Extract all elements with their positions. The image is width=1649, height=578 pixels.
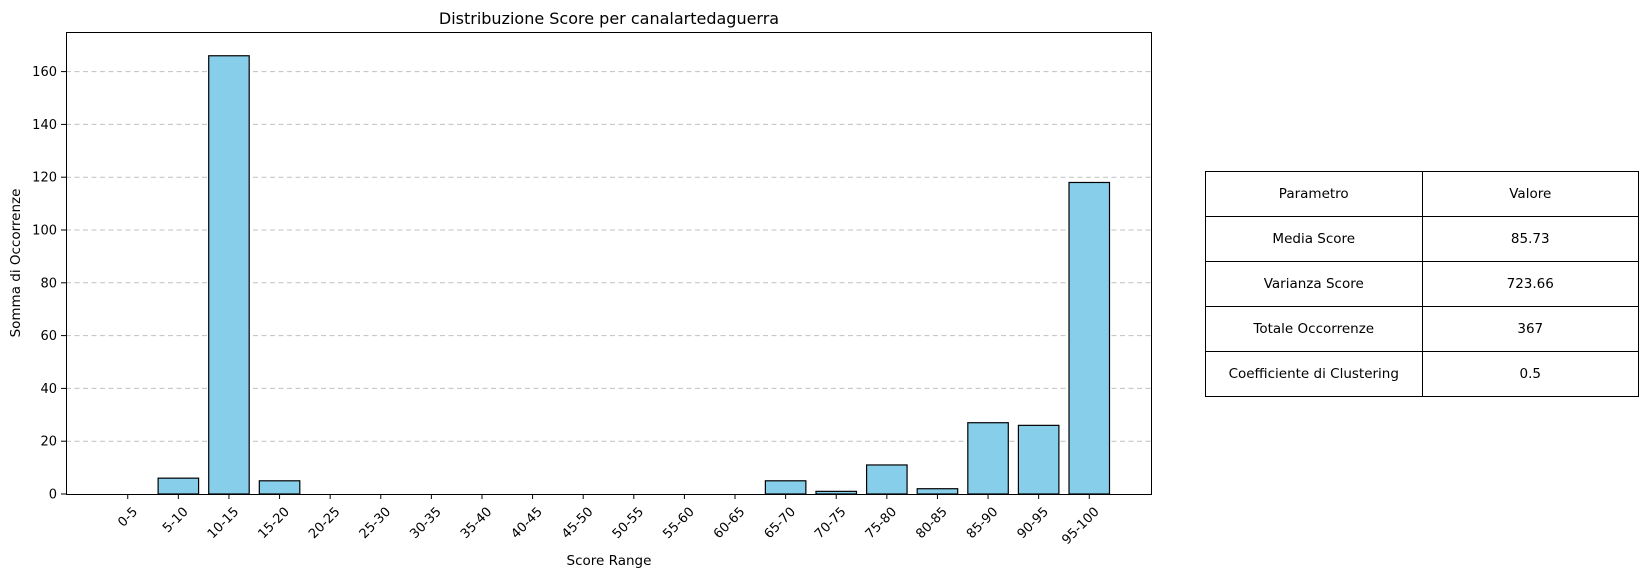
- x-tick-label: 85-90: [964, 505, 1001, 542]
- table-header-row: Parametro Valore: [1205, 171, 1639, 217]
- header-cell-parametro: Parametro: [1205, 171, 1423, 217]
- x-tick-label: 55-60: [660, 505, 697, 542]
- bar: [1017, 424, 1060, 495]
- bar: [764, 480, 807, 495]
- x-axis-label: Score Range: [567, 553, 652, 569]
- x-tick-label: 45-50: [559, 505, 596, 542]
- param-value-cell: 85.73: [1421, 216, 1639, 262]
- x-tick-label: 10-15: [205, 505, 242, 542]
- x-tick-label: 25-30: [357, 505, 394, 542]
- x-tick-label: 60-65: [711, 505, 748, 542]
- x-tick-label: 65-70: [762, 505, 799, 542]
- x-tick-label: 40-45: [509, 505, 546, 542]
- x-tick-label: 90-95: [1015, 505, 1052, 542]
- bar: [967, 422, 1009, 495]
- y-tick-label: 160: [32, 65, 57, 80]
- bar: [865, 464, 908, 495]
- param-name-cell: Coefficiente di Clustering: [1205, 351, 1423, 397]
- header-cell-valore: Valore: [1421, 171, 1639, 217]
- bar-chart: 0 20 40 60 80 100 120 140 160 0-5 5-10 10-15 15-20 2…: [8, 9, 1152, 569]
- x-tick-label: 70-75: [812, 505, 849, 542]
- x-tick-label: 5-10: [160, 505, 191, 536]
- y-tick-label: 120: [32, 171, 57, 186]
- x-tick-label: 80-85: [913, 505, 950, 542]
- bars: [157, 55, 1111, 495]
- param-value-cell: 0.5: [1421, 351, 1639, 397]
- x-tick-label: 20-25: [306, 505, 343, 542]
- x-tick-label: 30-35: [407, 505, 444, 542]
- y-tick-label: 0: [49, 488, 57, 503]
- y-axis: 0 20 40 60 80 100 120 140 160: [32, 65, 66, 503]
- x-tick-label: 15-20: [255, 505, 292, 542]
- x-tick-label: 95-100: [1059, 505, 1102, 548]
- y-tick-label: 80: [40, 276, 57, 291]
- x-axis: 0-5 5-10 10-15 15-20 20-25 25-30 30-35 35-40 40-…: [115, 494, 1103, 548]
- param-name-cell: Totale Occorrenze: [1205, 306, 1423, 352]
- bar: [916, 488, 959, 495]
- chart-title: Distribuzione Score per canalartedaguerr…: [439, 9, 779, 28]
- param-name-cell: Media Score: [1205, 216, 1423, 262]
- bar: [157, 477, 200, 495]
- y-axis-label: Somma di Occorrenze: [8, 189, 24, 338]
- bar: [258, 480, 301, 495]
- table-row: Totale Occorrenze 367: [1205, 306, 1639, 352]
- table-row: Coefficiente di Clustering 0.5: [1205, 351, 1639, 397]
- table-row: Varianza Score 723.66: [1205, 261, 1639, 307]
- param-value-cell: 723.66: [1421, 261, 1639, 307]
- bar: [815, 490, 858, 495]
- table-row: Media Score 85.73: [1205, 216, 1639, 262]
- plot-frame: [66, 32, 1152, 495]
- x-tick-label: 35-40: [458, 505, 495, 542]
- y-tick-label: 60: [40, 329, 57, 344]
- stats-table: Parametro Valore Media Score 85.73 Varia…: [1205, 171, 1639, 397]
- y-tick-label: 20: [40, 435, 57, 450]
- x-tick-label: 75-80: [863, 505, 900, 542]
- bar: [1068, 181, 1111, 495]
- param-name-cell: Varianza Score: [1205, 261, 1423, 307]
- y-tick-label: 140: [32, 118, 57, 133]
- y-tick-label: 40: [40, 382, 57, 397]
- y-tick-label: 100: [32, 224, 57, 239]
- bar: [208, 55, 250, 495]
- param-value-cell: 367: [1421, 306, 1639, 352]
- x-tick-label: 50-55: [610, 505, 647, 542]
- x-tick-label: 0-5: [115, 505, 141, 531]
